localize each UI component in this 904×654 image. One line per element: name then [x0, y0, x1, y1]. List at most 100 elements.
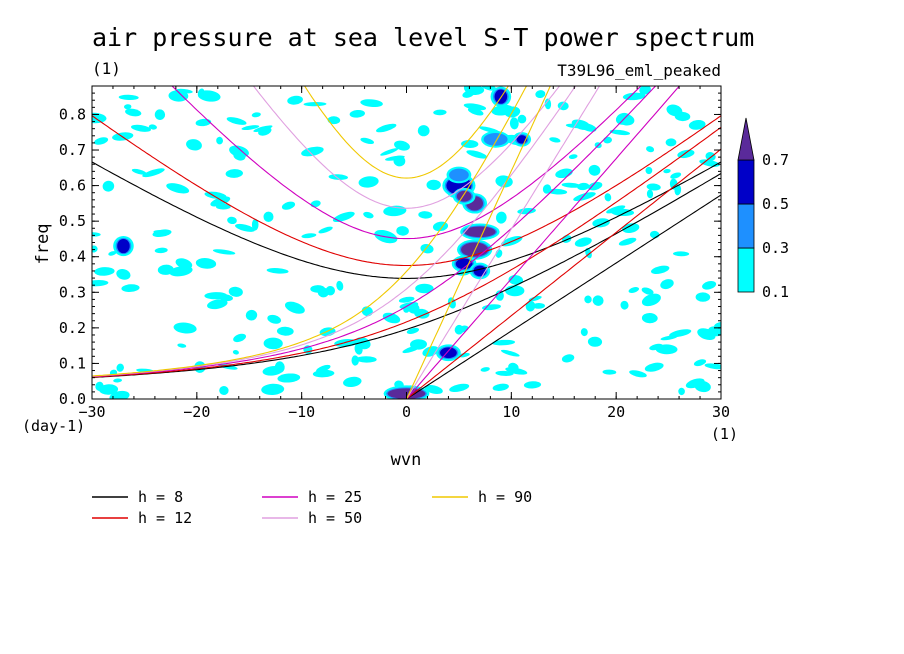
- contour-blob: [376, 123, 397, 133]
- contour-blob: [544, 98, 552, 110]
- contour-blob: [535, 90, 546, 99]
- power-patch: [440, 347, 457, 359]
- contour-blob: [561, 182, 581, 188]
- contour-blob: [109, 390, 130, 399]
- contour-blob: [219, 385, 229, 396]
- contour-blob: [663, 168, 671, 174]
- x-tick-label: 10: [502, 403, 520, 421]
- contour-blob: [360, 99, 383, 108]
- contour-blob: [609, 129, 631, 136]
- contour-blob: [549, 137, 561, 143]
- contour-blob: [113, 378, 122, 383]
- contour-blob: [261, 383, 285, 396]
- contour-blob: [714, 322, 721, 328]
- colorbar-segment: [737, 203, 755, 249]
- contour-blob: [481, 86, 497, 91]
- y-axis-label: freq: [33, 224, 53, 265]
- contour-blob: [116, 269, 131, 280]
- x-tick-label: −30: [78, 403, 105, 421]
- contour-blob: [396, 226, 409, 236]
- legend-label: h = 8: [138, 488, 183, 506]
- contour-blob: [641, 312, 658, 324]
- contour-blob: [670, 172, 682, 179]
- power-patch: [455, 258, 473, 270]
- power-patch: [464, 226, 496, 238]
- contour-blob: [480, 367, 490, 372]
- contour-blob: [646, 189, 654, 199]
- x-axis-label: wvn: [391, 450, 422, 470]
- legend-label: h = 12: [138, 509, 192, 527]
- contour-blob: [267, 314, 282, 324]
- y-tick-label: 0.5: [59, 212, 86, 230]
- power-patch: [485, 134, 507, 145]
- contour-blob: [587, 336, 603, 347]
- contour-blob: [177, 343, 187, 348]
- contour-blob: [492, 383, 509, 391]
- contour-blob: [233, 151, 246, 161]
- contour-blob: [212, 249, 236, 255]
- contour-blob: [523, 381, 542, 389]
- contour-blob: [166, 183, 190, 194]
- contour-blob: [577, 182, 590, 191]
- contour-blob: [358, 176, 379, 188]
- legend-label: h = 50: [308, 509, 362, 527]
- contour-blob: [169, 266, 193, 277]
- kelvin-curve: [406, 86, 681, 399]
- contour-blob: [281, 201, 296, 210]
- contour-blob: [316, 364, 331, 373]
- contour-blob: [168, 90, 189, 102]
- contour-blob: [92, 280, 109, 287]
- contour-blob: [606, 205, 626, 214]
- contour-blob: [646, 183, 661, 191]
- contour-blob: [645, 166, 653, 175]
- y-tick-label: 0.2: [59, 319, 86, 337]
- ig-curve: [92, 115, 721, 267]
- contour-blob: [673, 251, 690, 257]
- contour-blob: [142, 168, 165, 178]
- contour-blob: [660, 279, 674, 290]
- contour-blob: [235, 223, 255, 232]
- contour-blob: [393, 155, 406, 167]
- y-tick-label: 0.1: [59, 354, 86, 372]
- contour-blob: [216, 136, 224, 145]
- x-tick-label: 30: [712, 403, 730, 421]
- contour-blob: [592, 218, 610, 228]
- contour-blob: [482, 304, 501, 311]
- kelvin-curve: [406, 148, 721, 399]
- contour-blob: [641, 293, 661, 307]
- power-patch: [117, 238, 130, 254]
- contour-blob: [301, 146, 324, 157]
- contour-blob: [588, 181, 603, 191]
- contour-blob: [355, 356, 377, 363]
- colorbar: 0.1 0.3 0.5 0.7: [737, 117, 789, 301]
- contour-blob: [669, 329, 692, 338]
- contour-blob: [693, 359, 707, 367]
- y-tick-label: 0.6: [59, 177, 86, 195]
- contour-blob: [592, 295, 604, 306]
- contour-blob: [118, 94, 139, 101]
- contour-blob: [266, 267, 289, 274]
- contour-blob: [258, 127, 272, 136]
- contour-blob: [573, 192, 596, 202]
- contour-blob: [131, 124, 151, 132]
- contour-blob: [495, 290, 504, 301]
- contour-blob: [195, 118, 212, 127]
- contour-blob: [125, 108, 142, 117]
- contour-blob: [685, 378, 705, 389]
- contour-blob: [517, 114, 527, 124]
- colorbar-segment: [737, 159, 755, 205]
- contour-blob: [99, 384, 119, 395]
- y-tick-label: 0.8: [59, 105, 86, 123]
- contour-blob: [173, 322, 197, 334]
- kelvin-curve: [405, 86, 551, 399]
- colorbar-label: 0.7: [762, 151, 789, 169]
- y-tick-label: 0.7: [59, 141, 86, 159]
- contour-blob: [542, 184, 552, 194]
- contour-blob: [466, 150, 488, 159]
- contour-blob: [92, 245, 98, 253]
- contour-blob: [354, 343, 363, 355]
- contour-blob: [360, 137, 374, 144]
- contour-blob: [604, 193, 612, 202]
- contour-blob: [702, 281, 717, 290]
